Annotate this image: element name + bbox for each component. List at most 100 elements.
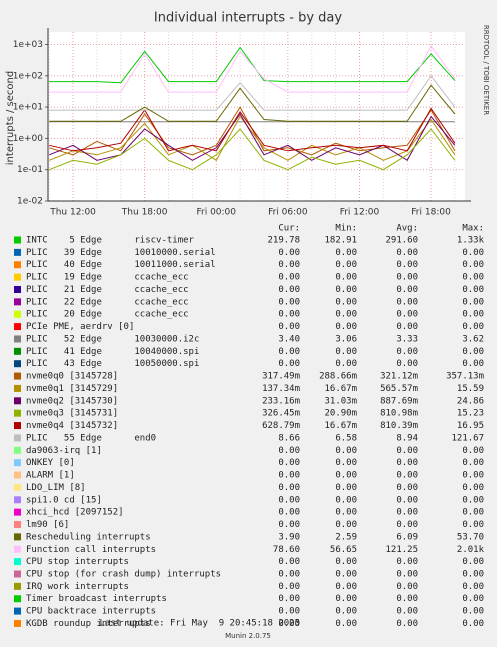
legend-label: nvme0q2 [3145730] (26, 396, 118, 406)
legend-stat: 0.00 (396, 520, 418, 530)
legend-stat: 0.00 (278, 594, 300, 604)
legend-stat: 24.86 (457, 396, 484, 406)
legend-stat: 0.00 (462, 619, 484, 629)
legend-stat: 121.25 (385, 545, 418, 555)
series-line (49, 74, 456, 111)
legend-stat: 0.00 (335, 607, 357, 617)
legend-swatch (14, 323, 21, 331)
legend-label: ALARM [1] (26, 471, 75, 481)
legend-label: PLIC 40 Edge 10011000.serial (26, 260, 216, 270)
legend-stat: 321.12m (380, 372, 418, 382)
legend-label: lm90 [6] (26, 520, 69, 530)
legend-label: LDO_LIM [8] (26, 483, 86, 493)
legend-swatch (14, 595, 21, 603)
x-tick-label: Fri 06:00 (268, 208, 308, 218)
legend-label: CPU stop interrupts (26, 557, 129, 567)
legend-label: IRQ work interrupts (26, 582, 129, 592)
legend-swatch (14, 570, 21, 578)
legend-stat: 0.00 (335, 582, 357, 592)
legend-label: INTC 5 Edge riscv-timer (26, 236, 195, 246)
legend-label: nvme0q4 [3145732] (26, 421, 118, 431)
x-tick-label: Thu 18:00 (121, 208, 168, 218)
legend-stat: 2.01k (457, 545, 485, 555)
legend-stat: 3.40 (278, 334, 300, 344)
legend-stat: 565.57m (380, 384, 418, 394)
legend-stat: 8.94 (396, 433, 418, 443)
legend-swatch (14, 434, 21, 442)
legend-swatch (14, 545, 21, 553)
series-line (49, 128, 456, 171)
legend-stat: 0.00 (396, 607, 418, 617)
legend-stat: 0.00 (278, 495, 300, 505)
legend-stat: 810.39m (380, 421, 418, 431)
x-tick-label: Thu 12:00 (49, 208, 96, 218)
legend-header: Max: (462, 224, 484, 234)
legend-stat: 0.00 (335, 483, 357, 493)
series-line (49, 46, 456, 84)
legend-stat: 0.00 (278, 607, 300, 617)
legend-swatch (14, 496, 21, 504)
legend-stat: 16.67m (324, 421, 357, 431)
legend-stat: 0.00 (335, 248, 357, 258)
legend-swatch (14, 285, 21, 293)
legend-stat: 0.00 (396, 495, 418, 505)
legend-swatch (14, 582, 21, 590)
legend-stat: 0.00 (462, 557, 484, 567)
legend-stat: 0.00 (396, 347, 418, 357)
legend-stat: 0.00 (462, 347, 484, 357)
legend-stat: 0.00 (462, 594, 484, 604)
legend-stat: 1.33k (457, 236, 485, 246)
legend-stat: 2.59 (335, 532, 357, 542)
legend-stat: 0.00 (278, 471, 300, 481)
legend-label: PLIC 52 Edge 10030000.i2c (26, 334, 199, 344)
legend-label: ONKEY [0] (26, 458, 75, 468)
series-line (49, 113, 456, 162)
legend-stat: 233.16m (262, 396, 300, 406)
legend-label: PLIC 43 Edge 10050000.spi (26, 359, 199, 369)
legend-stat: 0.00 (278, 310, 300, 320)
y-axis-label: interrupts / second (5, 71, 16, 165)
legend-stat: 0.00 (396, 458, 418, 468)
legend-stat: 0.00 (396, 310, 418, 320)
legend-stat: 0.00 (396, 594, 418, 604)
legend-stat: 0.00 (335, 446, 357, 456)
legend-stat: 3.62 (462, 334, 484, 344)
legend-stat: 20.90m (324, 409, 357, 419)
legend-stat: 0.00 (396, 582, 418, 592)
legend-stat: 0.00 (335, 508, 357, 518)
y-tick-label: 1e+02 (13, 71, 43, 81)
legend-swatch (14, 409, 21, 417)
legend-stat: 16.95 (457, 421, 484, 431)
legend-stat: 0.00 (335, 260, 357, 270)
legend-stat: 0.00 (278, 285, 300, 295)
legend-stat: 0.00 (278, 248, 300, 258)
legend-stat: 3.33 (396, 334, 418, 344)
legend-stat: 0.00 (335, 359, 357, 369)
chart-title: Individual interrupts - by day (154, 11, 342, 26)
legend-swatch (14, 533, 21, 541)
legend-stat: 0.00 (278, 458, 300, 468)
x-tick-label: Fri 18:00 (411, 208, 451, 218)
legend-stat: 326.45m (262, 409, 300, 419)
legend-label: nvme0q0 [3145728] (26, 372, 118, 382)
legend-stat: 219.78 (267, 236, 300, 246)
legend-stat: 0.00 (278, 557, 300, 567)
legend-stat: 0.00 (462, 285, 484, 295)
y-tick-label: 1e-01 (17, 165, 43, 175)
legend-stat: 0.00 (335, 347, 357, 357)
legend-stat: 0.00 (335, 594, 357, 604)
legend-stat: 0.00 (396, 619, 418, 629)
legend-stat: 0.00 (278, 582, 300, 592)
legend-stat: 0.00 (335, 569, 357, 579)
legend-label: CPU backtrace interrupts (26, 607, 156, 617)
y-tick-label: 1e+01 (13, 103, 43, 113)
x-tick-label: Fri 12:00 (340, 208, 380, 218)
legend-label: PLIC 22 Edge ccache_ecc (26, 297, 189, 307)
legend-stat: 3.06 (335, 334, 357, 344)
legend-stat: 0.00 (462, 508, 484, 518)
legend-stat: 53.70 (457, 532, 484, 542)
legend-label: da9063-irq [1] (26, 446, 102, 456)
legend-swatch (14, 446, 21, 454)
legend-stat: 0.00 (396, 557, 418, 567)
legend-stat: 0.00 (396, 446, 418, 456)
